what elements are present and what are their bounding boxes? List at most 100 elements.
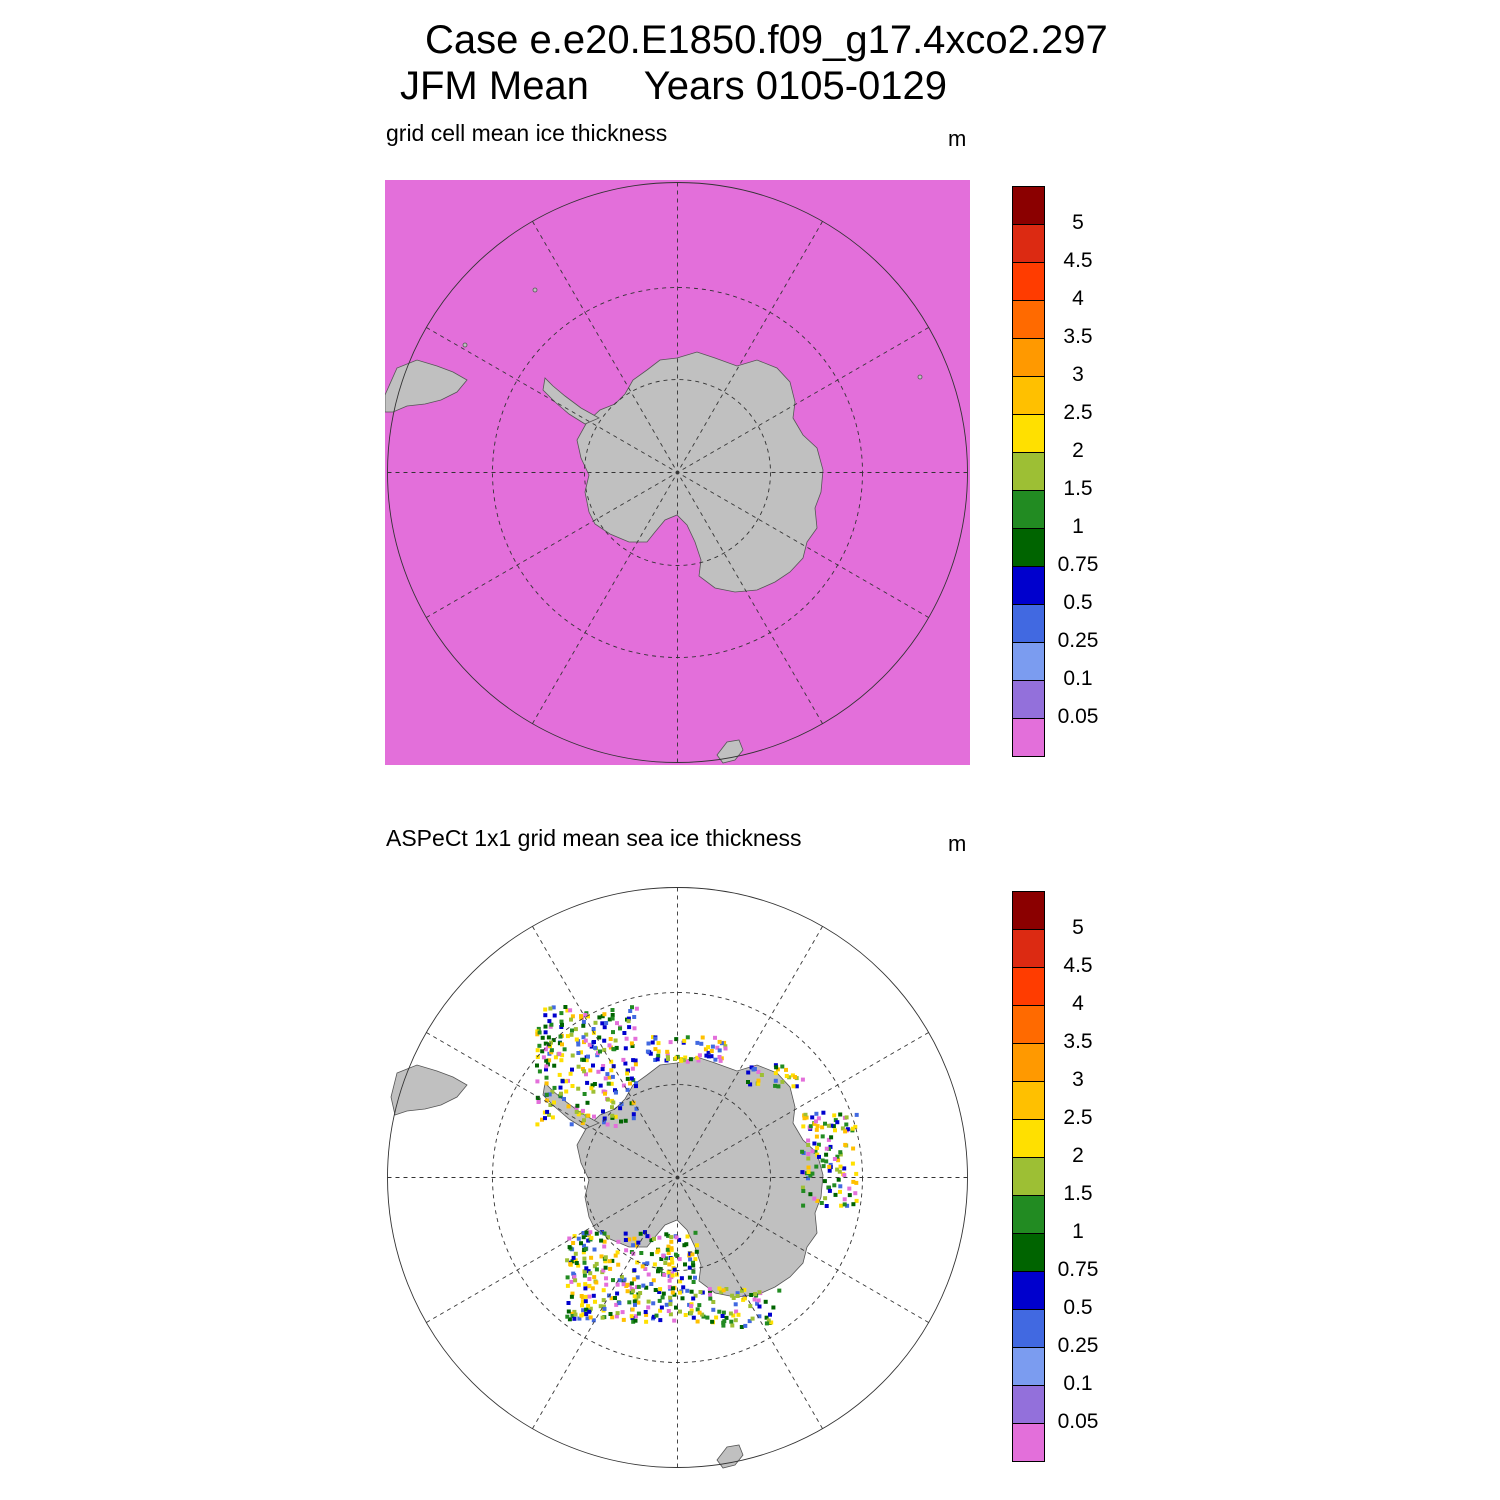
- observation-cell: [650, 1040, 655, 1045]
- observation-cell: [584, 1307, 589, 1312]
- observation-cell: [854, 1180, 859, 1185]
- observation-cell: [851, 1202, 856, 1207]
- colorbar-swatch: [1012, 604, 1045, 643]
- observation-cell: [562, 1097, 566, 1101]
- observation-cell: [688, 1257, 693, 1262]
- observation-cell: [583, 1286, 588, 1291]
- observation-cell: [615, 1291, 620, 1296]
- observation-cell: [622, 1031, 627, 1035]
- colorbar-tick-label: 0.05: [1057, 1410, 1099, 1433]
- observation-cell: [806, 1176, 810, 1181]
- observation-cell: [567, 1317, 572, 1322]
- observation-cell: [643, 1310, 648, 1314]
- observation-cell: [584, 1230, 589, 1235]
- observation-cell: [611, 1278, 615, 1283]
- observation-cell: [599, 1254, 604, 1259]
- observation-cell: [552, 1063, 557, 1068]
- observation-cell: [691, 1263, 696, 1268]
- observation-cell: [708, 1292, 713, 1297]
- observation-cell: [851, 1146, 856, 1151]
- observation-cell: [773, 1071, 778, 1076]
- observation-cell: [646, 1272, 651, 1277]
- observation-cell: [704, 1053, 709, 1058]
- observation-cell: [544, 1098, 549, 1103]
- observation-cell: [591, 1318, 596, 1323]
- observation-cell: [700, 1290, 705, 1295]
- observation-cell: [591, 1089, 596, 1094]
- island-dot: [462, 342, 468, 348]
- observation-cell: [756, 1069, 761, 1074]
- observation-cell: [565, 1314, 570, 1319]
- observation-cell: [582, 1269, 587, 1274]
- observation-cell: [535, 1048, 540, 1053]
- observation-cell: [667, 1278, 672, 1283]
- observation-cell: [664, 1302, 669, 1307]
- observation-cell: [559, 1058, 564, 1063]
- observation-cell: [547, 1058, 552, 1063]
- observation-cell: [842, 1197, 847, 1202]
- observation-cell: [581, 1023, 586, 1028]
- observation-cell: [670, 1260, 675, 1265]
- observation-cell: [835, 1154, 840, 1159]
- observation-cell: [651, 1035, 655, 1040]
- observation-cell: [633, 1302, 637, 1307]
- colorbar-swatch: [1012, 1423, 1045, 1462]
- observation-cell: [636, 1300, 641, 1305]
- observation-cell: [837, 1169, 842, 1174]
- observation-cell: [698, 1290, 703, 1294]
- observation-cell: [695, 1055, 700, 1060]
- observation-cell: [665, 1052, 670, 1057]
- observation-cell: [615, 1282, 620, 1287]
- observation-cell: [780, 1079, 785, 1084]
- observation-cell: [653, 1036, 658, 1041]
- colorbar-tick-label: 1.5: [1063, 1182, 1093, 1205]
- colorbar-swatch: [1012, 1157, 1045, 1196]
- graticule: [387, 887, 968, 1468]
- observation-cell: [689, 1304, 694, 1309]
- colorbar-tick-label: 0.1: [1063, 667, 1093, 690]
- observation-cell: [801, 1189, 806, 1193]
- colorbar-swatch: [1012, 224, 1045, 263]
- observation-cell: [800, 1170, 805, 1175]
- observation-cell: [604, 1276, 608, 1281]
- observation-cell: [681, 1285, 686, 1290]
- observation-cell: [705, 1315, 710, 1320]
- colorbar-tick-label: 4: [1072, 992, 1084, 1015]
- observation-cell: [854, 1112, 859, 1117]
- observation-cell: [810, 1171, 815, 1176]
- colorbar-swatch: [1012, 929, 1045, 968]
- observation-cell: [670, 1273, 675, 1278]
- observation-cell: [588, 1315, 593, 1320]
- observation-cell: [802, 1116, 807, 1121]
- observation-cell: [600, 1021, 605, 1026]
- observation-cell: [599, 1238, 604, 1243]
- observation-cell: [599, 1230, 604, 1235]
- observation-cell: [582, 1256, 587, 1261]
- observation-cell: [590, 1083, 595, 1088]
- observation-cell: [630, 1005, 634, 1010]
- observation-cell: [677, 1257, 682, 1262]
- observation-cell: [769, 1320, 774, 1325]
- observation-cell: [671, 1286, 675, 1291]
- observation-cell: [576, 1086, 581, 1091]
- observation-cell: [649, 1282, 654, 1286]
- observation-cell: [791, 1084, 796, 1089]
- observation-cell: [552, 1085, 557, 1090]
- observation-cell: [620, 1310, 625, 1315]
- observation-cell: [546, 1035, 551, 1040]
- observation-cell: [609, 1081, 614, 1086]
- observation-cell: [602, 1047, 607, 1052]
- colorbar-swatch: [1012, 376, 1045, 415]
- observation-cell: [610, 1105, 614, 1110]
- observation-cell: [628, 1081, 632, 1086]
- observation-cell: [690, 1252, 695, 1257]
- latitude-circle-inner: [584, 1084, 771, 1271]
- observation-cell: [668, 1295, 673, 1300]
- observation-cell: [694, 1249, 699, 1254]
- observation-cell: [625, 1071, 630, 1076]
- colorbar-swatch: [1012, 1385, 1045, 1424]
- observation-cell: [815, 1152, 820, 1157]
- observation-cell: [597, 1035, 602, 1040]
- colorbar-tick-label: 0.75: [1057, 553, 1099, 576]
- observation-cell: [616, 1262, 621, 1267]
